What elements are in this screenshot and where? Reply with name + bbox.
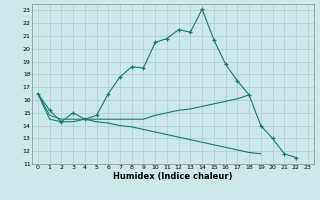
X-axis label: Humidex (Indice chaleur): Humidex (Indice chaleur) — [113, 172, 233, 181]
